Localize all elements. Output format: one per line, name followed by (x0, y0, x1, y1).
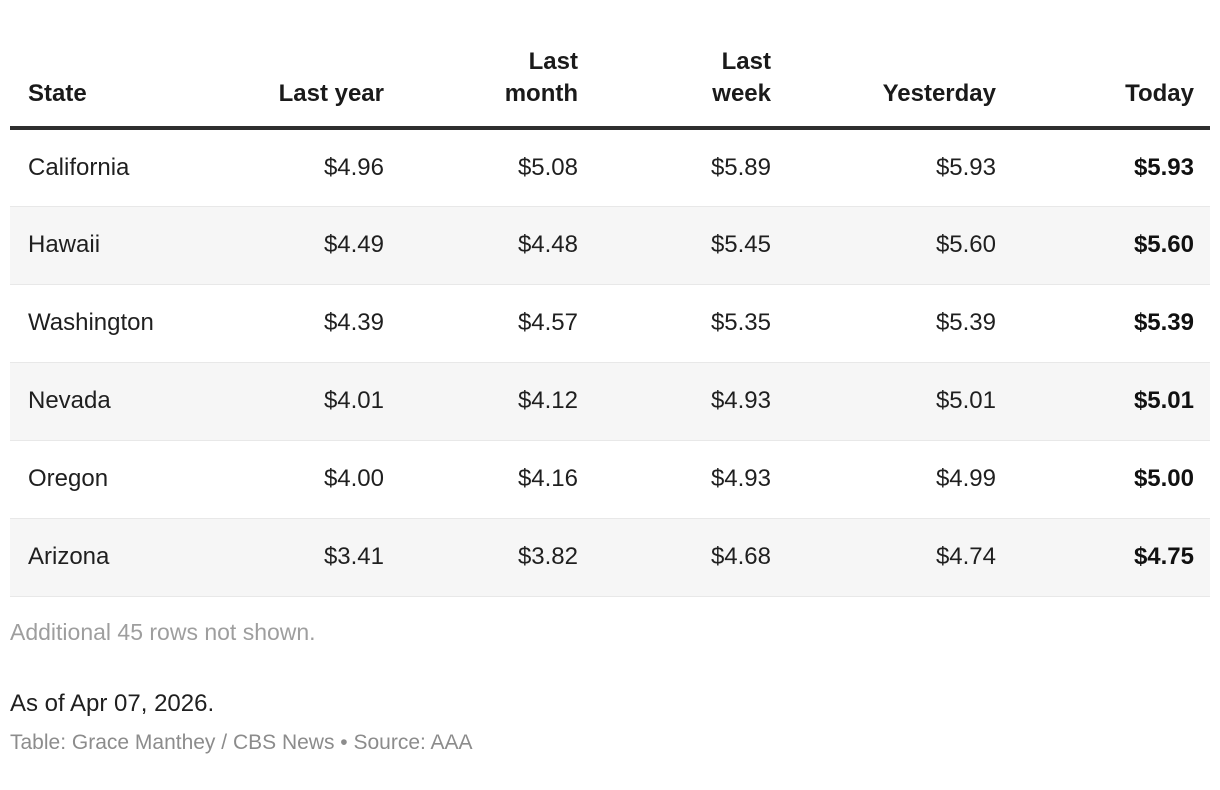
yesterday-cell: $4.99 (935, 465, 996, 493)
yesterday-cell: $4.74 (935, 543, 996, 571)
last-month-cell: $4.57 (517, 309, 578, 337)
last-week-cell: $4.68 (710, 543, 771, 571)
last-month-cell: $4.48 (517, 231, 578, 259)
yesterday-cell: $5.60 (935, 231, 996, 259)
table-row: Oregon $4.00 $4.16 $4.93 $4.99 $5.00 (10, 440, 1210, 519)
yesterday-cell: $5.93 (935, 154, 996, 182)
table-row: Nevada $4.01 $4.12 $4.93 $5.01 $5.01 (10, 362, 1210, 441)
last-year-cell: $4.00 (323, 465, 384, 493)
additional-rows-note: Additional 45 rows not shown. (10, 618, 316, 645)
last-month-cell: $5.08 (517, 154, 578, 182)
last-month-cell: $4.12 (517, 387, 578, 415)
table-row: Hawaii $4.49 $4.48 $5.45 $5.60 $5.60 (10, 206, 1210, 285)
last-week-cell: $5.45 (710, 231, 771, 259)
column-header-last-year: Last year (200, 46, 400, 131)
today-cell: $5.60 (1133, 231, 1194, 259)
last-year-cell: $4.01 (323, 387, 384, 415)
last-year-cell: $4.39 (323, 309, 384, 337)
last-week-cell: $5.35 (710, 309, 771, 337)
last-year-cell: $4.96 (323, 154, 384, 182)
column-header-state: State (10, 46, 200, 131)
table-body: California $4.96 $5.08 $5.89 $5.93 $5.93… (10, 128, 1210, 597)
last-month-cell: $4.16 (517, 465, 578, 493)
table-credit-source: Table: Grace Manthey / CBS News • Source… (10, 730, 473, 754)
last-week-cell: $4.93 (710, 465, 771, 493)
state-cell: Hawaii (28, 231, 101, 259)
yesterday-cell: $5.01 (935, 387, 996, 415)
gas-price-table: State Last year Last month Last week Yes… (10, 46, 1210, 597)
state-cell: Washington (28, 309, 154, 337)
column-header-last-week: Last week (594, 46, 787, 131)
as-of-date-note: As of Apr 07, 2026. (10, 689, 215, 717)
header-row: State Last year Last month Last week Yes… (10, 46, 1210, 131)
last-week-cell: $4.93 (710, 387, 771, 415)
state-cell: Arizona (28, 543, 110, 571)
last-year-cell: $4.49 (323, 231, 384, 259)
state-cell: Oregon (28, 465, 109, 493)
state-cell: California (28, 154, 130, 182)
today-cell: $5.39 (1133, 309, 1194, 337)
today-cell: $5.00 (1133, 465, 1194, 493)
last-week-cell: $5.89 (710, 154, 771, 182)
column-header-yesterday: Yesterday (787, 46, 1012, 131)
last-month-cell: $3.82 (517, 543, 578, 571)
table-row: Washington $4.39 $4.57 $5.35 $5.39 $5.39 (10, 284, 1210, 363)
table-header: State Last year Last month Last week Yes… (10, 46, 1210, 131)
yesterday-cell: $5.39 (935, 309, 996, 337)
state-cell: Nevada (28, 387, 111, 415)
today-cell: $5.01 (1133, 387, 1194, 415)
today-cell: $5.93 (1133, 154, 1194, 182)
last-year-cell: $3.41 (323, 543, 384, 571)
table-row: California $4.96 $5.08 $5.89 $5.93 $5.93 (10, 128, 1210, 207)
today-cell: $4.75 (1133, 543, 1194, 571)
column-header-today: Today (1012, 46, 1210, 131)
column-header-last-month: Last month (400, 46, 594, 131)
table-row: Arizona $3.41 $3.82 $4.68 $4.74 $4.75 (10, 518, 1210, 597)
